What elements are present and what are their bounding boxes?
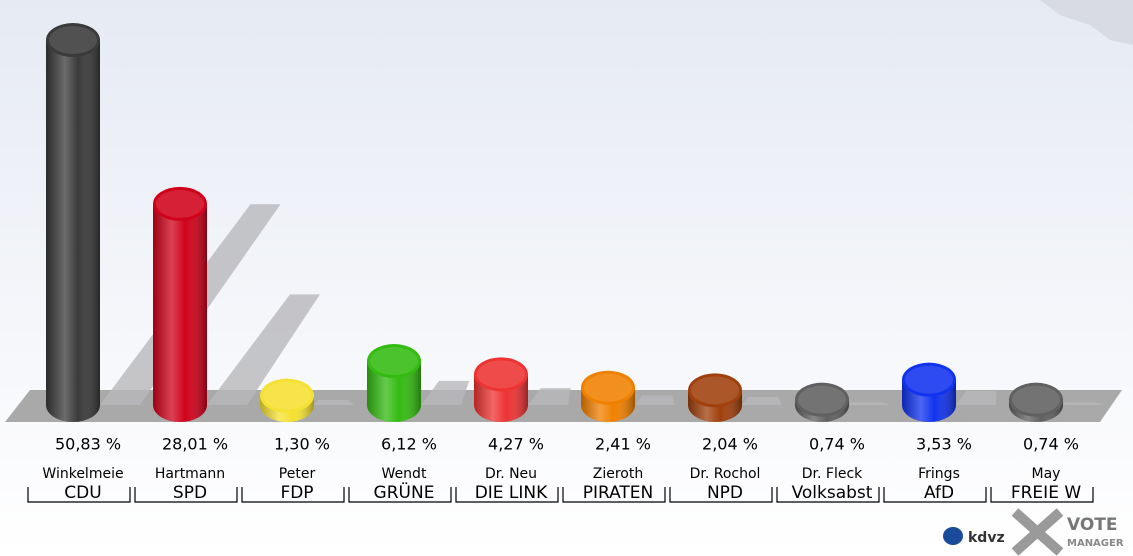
bar-top bbox=[1009, 382, 1063, 417]
party-label: PIRATEN bbox=[583, 483, 654, 503]
x-tick-label: Peter bbox=[279, 466, 316, 482]
x-tick-label: Zieroth bbox=[593, 466, 643, 482]
party-bracket bbox=[669, 487, 773, 503]
value-label: 2,04 % bbox=[702, 435, 758, 454]
bar-shadow bbox=[849, 402, 889, 405]
party-label: NPD bbox=[707, 483, 743, 503]
bar-top-highlight bbox=[49, 26, 97, 55]
bar-shadow bbox=[635, 395, 675, 405]
party-bracket bbox=[134, 487, 238, 503]
bar-top bbox=[474, 357, 528, 392]
bar-shadow bbox=[421, 380, 470, 405]
bar-shading bbox=[46, 40, 100, 422]
bar-top-highlight bbox=[370, 347, 418, 376]
bar-shadow bbox=[528, 388, 571, 405]
value-label: 0,74 % bbox=[1023, 435, 1079, 454]
bar-top-highlight bbox=[691, 376, 739, 405]
party-label: DIE LINK bbox=[475, 483, 548, 503]
bar-shadow bbox=[207, 294, 320, 405]
bar-top-highlight bbox=[156, 189, 204, 218]
logo-x bbox=[1011, 508, 1064, 556]
logo-text: MANAGER bbox=[1067, 538, 1124, 549]
bar-top-highlight bbox=[905, 365, 953, 394]
x-tick-label: Dr. Rochol bbox=[690, 466, 761, 482]
value-label: 6,12 % bbox=[381, 435, 437, 454]
bar-top-highlight bbox=[477, 360, 525, 389]
party-label: SPD bbox=[173, 483, 207, 503]
bar-top bbox=[795, 382, 849, 417]
x-tick-label: Winkelmeie bbox=[42, 466, 123, 482]
value-label: 3,53 % bbox=[916, 435, 972, 454]
logo-ball bbox=[943, 527, 963, 545]
logo-text: kdvz bbox=[968, 530, 1005, 546]
party-bracket bbox=[883, 487, 987, 503]
bar-shadow bbox=[742, 396, 782, 405]
party-label: FDP bbox=[280, 483, 313, 503]
party-label: GRÜNE bbox=[374, 481, 435, 503]
logo: kdvz VOTE MANAGER bbox=[943, 508, 1124, 556]
party-bracket bbox=[455, 487, 559, 503]
bar-shadow bbox=[314, 399, 354, 405]
bar-top-highlight bbox=[584, 373, 632, 402]
bar-top bbox=[688, 373, 742, 408]
party-label: CDU bbox=[64, 483, 101, 503]
bar-shadow bbox=[956, 391, 997, 405]
value-label: 50,83 % bbox=[55, 435, 121, 454]
bar-top bbox=[902, 362, 956, 397]
party-bracket bbox=[27, 487, 131, 503]
party-bracket bbox=[241, 487, 345, 503]
bar-top-highlight bbox=[263, 381, 311, 410]
party-label: AfD bbox=[924, 483, 954, 503]
x-tick-label: May bbox=[1032, 466, 1061, 482]
bar-top-highlight bbox=[1012, 385, 1060, 414]
bar-shading bbox=[367, 361, 421, 422]
bar-top bbox=[46, 23, 100, 58]
party-bracket bbox=[348, 487, 452, 503]
x-tick-label: Dr. Neu bbox=[485, 466, 537, 482]
value-label: 4,27 % bbox=[488, 435, 544, 454]
value-label: 28,01 % bbox=[162, 435, 228, 454]
x-tick-label: Wendt bbox=[382, 466, 427, 482]
value-label: 2,41 % bbox=[595, 435, 651, 454]
x-tick-label: Dr. Fleck bbox=[802, 466, 863, 482]
party-bracket bbox=[990, 487, 1094, 503]
bar-shading bbox=[153, 203, 207, 422]
bar-top bbox=[581, 370, 635, 405]
logo-text: VOTE bbox=[1067, 515, 1118, 535]
bar-top bbox=[153, 186, 207, 221]
bar-top-highlight bbox=[798, 385, 846, 414]
map-icon bbox=[1040, 0, 1133, 45]
value-label: 0,74 % bbox=[809, 435, 865, 454]
bar-top bbox=[260, 378, 314, 413]
party-label: Volksabst bbox=[792, 483, 873, 503]
party-label: FREIE W bbox=[1011, 483, 1081, 503]
bar-shadow bbox=[1063, 402, 1103, 405]
value-label: 1,30 % bbox=[274, 435, 330, 454]
bar-top bbox=[367, 344, 421, 379]
party-bracket bbox=[776, 487, 880, 503]
party-bracket bbox=[562, 487, 666, 503]
x-tick-label: Hartmann bbox=[155, 466, 225, 482]
x-tick-label: Frings bbox=[918, 466, 960, 482]
